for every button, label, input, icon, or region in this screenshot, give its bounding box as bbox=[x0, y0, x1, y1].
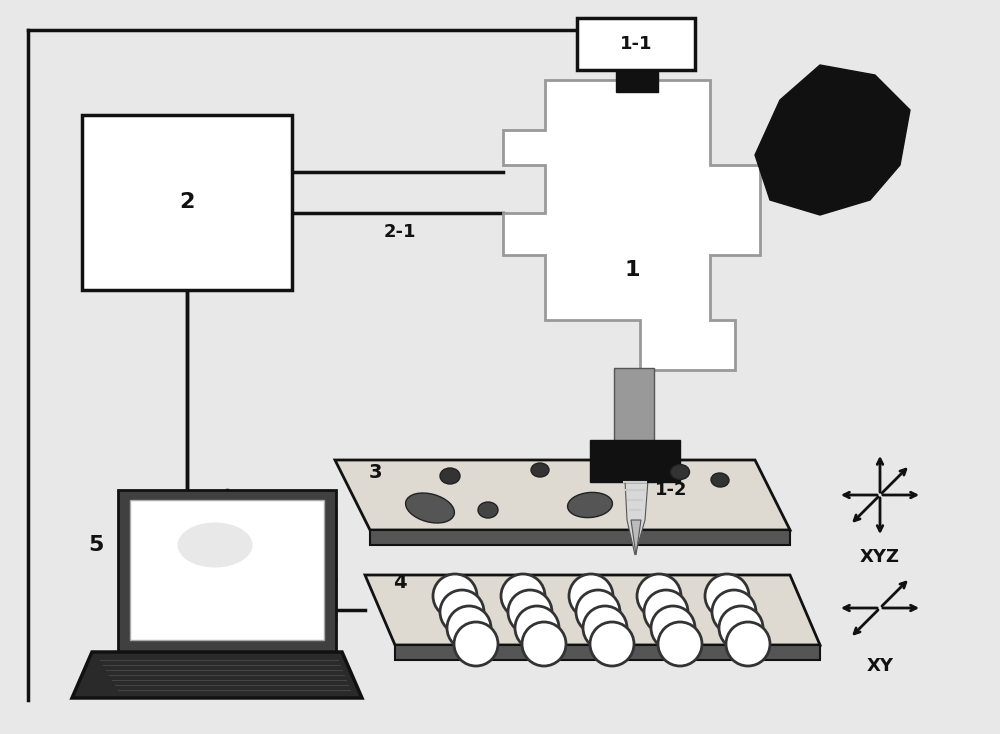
Text: XYZ: XYZ bbox=[860, 548, 900, 566]
Circle shape bbox=[454, 622, 498, 666]
Circle shape bbox=[440, 590, 484, 634]
Ellipse shape bbox=[178, 523, 252, 567]
Polygon shape bbox=[365, 575, 820, 645]
Polygon shape bbox=[72, 652, 362, 698]
Circle shape bbox=[644, 590, 688, 634]
Circle shape bbox=[576, 590, 620, 634]
Bar bbox=[616, 70, 658, 92]
Polygon shape bbox=[631, 520, 641, 555]
Text: 2-1: 2-1 bbox=[384, 223, 416, 241]
Polygon shape bbox=[622, 480, 648, 555]
Circle shape bbox=[501, 574, 545, 618]
Circle shape bbox=[569, 574, 613, 618]
Bar bbox=[82, 115, 292, 290]
Bar bbox=[118, 490, 336, 652]
Text: 3: 3 bbox=[368, 462, 382, 482]
Ellipse shape bbox=[478, 502, 498, 518]
Circle shape bbox=[651, 606, 695, 650]
Text: 5: 5 bbox=[88, 535, 104, 555]
Circle shape bbox=[726, 622, 770, 666]
Polygon shape bbox=[335, 460, 790, 530]
Circle shape bbox=[705, 574, 749, 618]
Circle shape bbox=[515, 606, 559, 650]
Text: 1-2: 1-2 bbox=[655, 481, 688, 499]
Text: 2: 2 bbox=[179, 192, 195, 213]
Ellipse shape bbox=[711, 473, 729, 487]
Text: 4: 4 bbox=[393, 573, 407, 592]
Polygon shape bbox=[370, 530, 790, 545]
Ellipse shape bbox=[531, 463, 549, 477]
Circle shape bbox=[447, 606, 491, 650]
Bar bbox=[130, 500, 324, 640]
Bar bbox=[577, 18, 695, 70]
Polygon shape bbox=[755, 65, 910, 215]
Bar bbox=[590, 440, 680, 482]
Text: XY: XY bbox=[866, 657, 894, 675]
Ellipse shape bbox=[192, 562, 208, 575]
Text: 1-1: 1-1 bbox=[620, 35, 652, 53]
Polygon shape bbox=[503, 80, 760, 370]
Circle shape bbox=[712, 590, 756, 634]
Text: 1: 1 bbox=[624, 260, 640, 280]
Ellipse shape bbox=[230, 553, 266, 573]
Polygon shape bbox=[395, 645, 820, 660]
Ellipse shape bbox=[236, 513, 254, 527]
Circle shape bbox=[658, 622, 702, 666]
Ellipse shape bbox=[670, 465, 690, 479]
Circle shape bbox=[719, 606, 763, 650]
Circle shape bbox=[508, 590, 552, 634]
Circle shape bbox=[590, 622, 634, 666]
Circle shape bbox=[637, 574, 681, 618]
Ellipse shape bbox=[440, 468, 460, 484]
Ellipse shape bbox=[568, 493, 612, 517]
Bar bbox=[614, 368, 654, 443]
Ellipse shape bbox=[137, 553, 173, 577]
Circle shape bbox=[583, 606, 627, 650]
Circle shape bbox=[433, 574, 477, 618]
Bar bbox=[625, 58, 649, 72]
Ellipse shape bbox=[406, 493, 454, 523]
Ellipse shape bbox=[166, 518, 184, 532]
Circle shape bbox=[522, 622, 566, 666]
